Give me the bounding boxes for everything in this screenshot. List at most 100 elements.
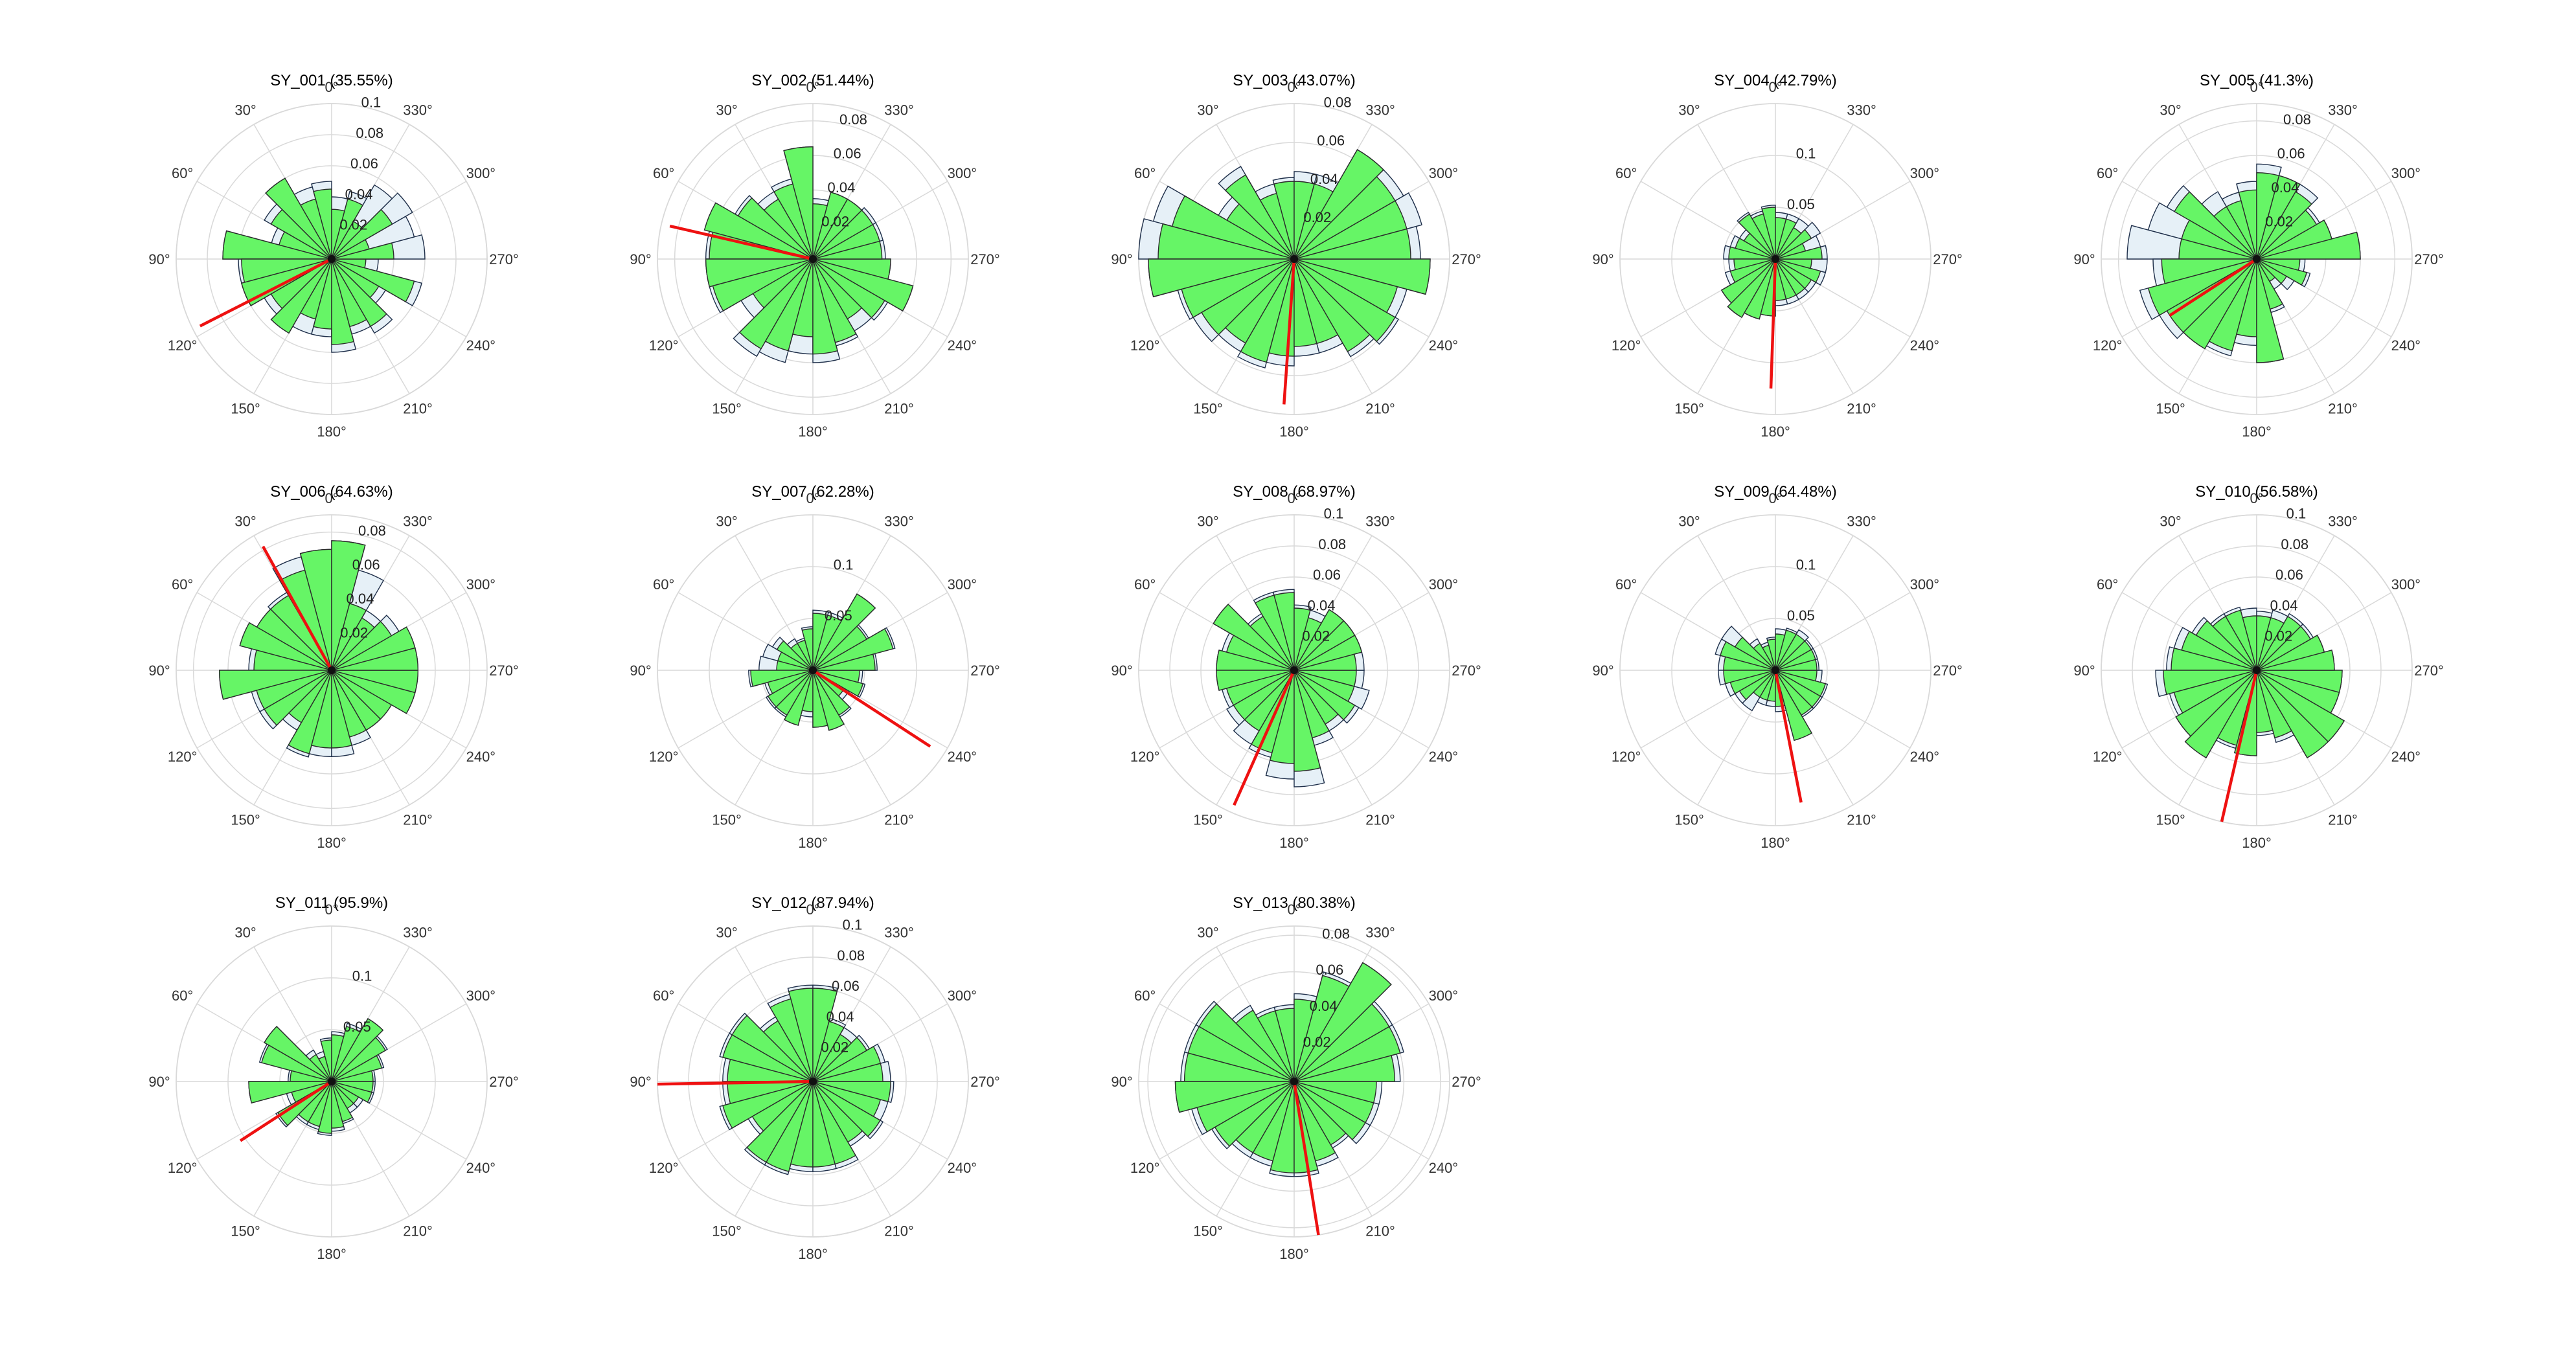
- angle-tick-label: 300°: [2391, 576, 2421, 593]
- radial-tick-label: 0.1: [843, 917, 863, 933]
- rose-bar: [812, 258, 914, 311]
- chart-title: SY_005 (41.3%): [2200, 72, 2314, 89]
- angle-tick-label: 180°: [1761, 424, 1790, 440]
- mean-direction-line: [199, 257, 333, 328]
- center-point: [328, 255, 336, 263]
- rose-bar: [1294, 670, 1330, 739]
- angle-tick-label: 210°: [1365, 811, 1395, 828]
- angle-tick-label: 30°: [716, 925, 737, 941]
- angle-tick-label: 90°: [2073, 662, 2095, 679]
- angle-tick-label: 90°: [630, 251, 651, 267]
- angle-tick-label: 240°: [466, 749, 496, 765]
- radial-tick-label: 0.08: [837, 947, 865, 964]
- angle-tick-label: 210°: [2328, 811, 2358, 828]
- rose-bar: [2256, 258, 2308, 286]
- polar-chart: SY_005 (41.3%) 0.02 0.04 0.06 0.08 0° 30° 60° 90…: [2073, 72, 2443, 440]
- rose-bar: [331, 258, 415, 302]
- radial-tick-label: 0.02: [339, 217, 367, 233]
- rose-bar: [288, 670, 332, 754]
- rose-bar: [2256, 635, 2325, 671]
- angle-tick-label: 300°: [466, 576, 496, 593]
- radial-tick-label: 0.06: [1316, 962, 1343, 978]
- angle-tick-label: 180°: [798, 835, 828, 851]
- rose-bar: [812, 1037, 868, 1082]
- angle-tick-label: 240°: [1910, 337, 1940, 354]
- angle-tick-label: 0°: [1768, 490, 1782, 506]
- angle-tick-label: 240°: [948, 337, 977, 354]
- outer-gridline: [176, 925, 488, 1238]
- angle-tick-label: 120°: [2093, 749, 2123, 765]
- angle-tick-label: 330°: [403, 925, 433, 941]
- radial-tick-label: 0.1: [1324, 506, 1344, 522]
- rose-bar: [2182, 258, 2257, 350]
- radial-tick-label: 0.04: [2270, 597, 2298, 613]
- angle-tick-label: 120°: [168, 1160, 198, 1176]
- angle-tick-label: 30°: [234, 925, 256, 941]
- polar-chart: SY_007 (62.28%) 0.05 0.1 0° 30° 60° 90° 120° 150…: [630, 483, 999, 851]
- radial-tick-label: 0.1: [1796, 556, 1816, 572]
- angle-tick-label: 0°: [1287, 490, 1301, 506]
- angle-tick-label: 150°: [231, 1223, 260, 1239]
- angle-tick-label: 60°: [2097, 165, 2118, 181]
- rose-bar: [1294, 607, 1311, 671]
- radial-gridline: [1671, 566, 1880, 775]
- angle-tick-label: 240°: [1429, 337, 1459, 354]
- angle-tick-label: 90°: [630, 662, 651, 679]
- radial-tick-label: 0.06: [1317, 133, 1345, 149]
- angle-tick-label: 240°: [948, 1160, 977, 1176]
- radial-tick-label: 0.08: [1318, 536, 1346, 552]
- radial-gridline: [2132, 545, 2382, 795]
- angle-tick-label: 300°: [948, 988, 977, 1004]
- angle-tick-label: 210°: [1847, 811, 1876, 828]
- angle-tick-label: 330°: [1365, 925, 1395, 941]
- angle-tick-label: 150°: [2156, 811, 2185, 828]
- polar-chart: SY_004 (42.79%) 0.05 0.1 0° 30° 60° 90° 120° 150…: [1592, 72, 1962, 440]
- angle-tick-label: 180°: [1279, 424, 1309, 440]
- rose-bar: [784, 670, 814, 726]
- radial-tick-label: 0.06: [832, 978, 860, 994]
- angle-tick-label: 30°: [1197, 102, 1218, 119]
- center-point: [1290, 666, 1298, 674]
- radial-gridline: [674, 120, 952, 398]
- radial-tick-label: 0.04: [1310, 998, 1338, 1014]
- angle-tick-label: 330°: [1365, 102, 1395, 119]
- angle-tick-label: 30°: [234, 102, 256, 119]
- angle-tick-label: 90°: [148, 251, 170, 267]
- rose-bar: [1240, 258, 1295, 363]
- radial-tick-label: 0.02: [821, 213, 849, 229]
- angle-tick-label: 270°: [1933, 662, 1963, 679]
- angle-tick-label: 270°: [489, 251, 519, 267]
- radial-tick-label: 0.04: [826, 1008, 854, 1024]
- angle-tick-label: 0°: [2250, 79, 2263, 95]
- rose-bar: [812, 1081, 881, 1137]
- rose-bar: [1775, 217, 1787, 260]
- rose-bar: [1744, 258, 1776, 320]
- angle-tick-label: 300°: [948, 165, 977, 181]
- angle-tick-label: 270°: [1452, 251, 1481, 267]
- angle-tick-label: 270°: [2414, 662, 2444, 679]
- angle-tick-label: 210°: [1365, 400, 1395, 416]
- polar-chart: SY_009 (64.48%) 0.05 0.1 0° 30° 60° 90° 120° 150…: [1592, 483, 1962, 851]
- angle-tick-label: 300°: [1429, 165, 1459, 181]
- center-point: [328, 1078, 336, 1085]
- polar-chart: SY_008 (68.97%) 0.02 0.04 0.06 0.08 0.1 0° 30° 6…: [1111, 483, 1481, 851]
- angle-tick-label: 30°: [2160, 514, 2181, 530]
- outer-gridline: [1138, 925, 1450, 1238]
- radial-tick-label: 0.04: [2272, 179, 2299, 196]
- rose-bar: [1294, 962, 1392, 1082]
- angle-tick-label: 330°: [1847, 514, 1876, 530]
- rose-bar: [1181, 258, 1295, 318]
- rose-bar: [1255, 594, 1295, 671]
- angle-tick-label: 120°: [1612, 337, 1641, 354]
- rose-bar: [2147, 258, 2257, 316]
- angle-tick-label: 0°: [806, 901, 819, 918]
- rose-bar: [1727, 258, 1776, 319]
- outer-gridline: [657, 514, 969, 826]
- outer-gridline: [1138, 514, 1450, 826]
- center-point: [2253, 255, 2261, 263]
- rose-bar: [331, 1081, 353, 1122]
- rose-bar: [722, 1034, 814, 1082]
- angle-tick-label: 150°: [1193, 1223, 1223, 1239]
- angle-tick-label: 300°: [1910, 576, 1940, 593]
